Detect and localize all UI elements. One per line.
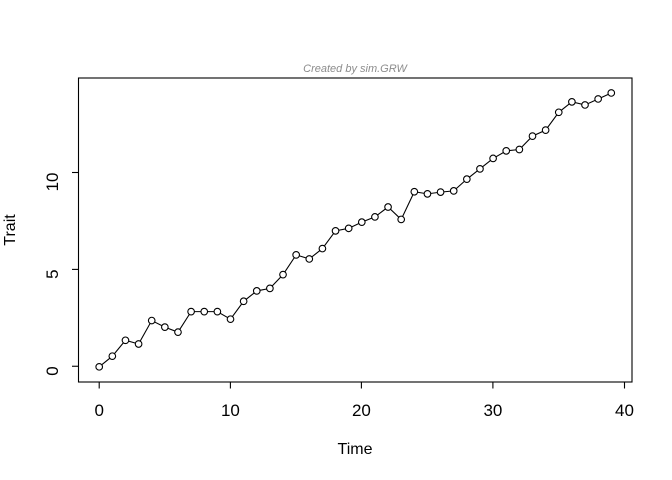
- svg-text:5: 5: [43, 269, 62, 278]
- svg-text:10: 10: [43, 173, 62, 192]
- svg-text:Trait: Trait: [2, 214, 19, 246]
- svg-text:30: 30: [483, 401, 502, 420]
- svg-text:0: 0: [43, 366, 62, 375]
- svg-text:40: 40: [615, 401, 634, 420]
- svg-text:Time: Time: [338, 441, 373, 458]
- svg-text:10: 10: [221, 401, 240, 420]
- svg-text:0: 0: [94, 401, 103, 420]
- svg-text:Created by sim.GRW: Created by sim.GRW: [303, 63, 408, 75]
- svg-text:20: 20: [352, 401, 371, 420]
